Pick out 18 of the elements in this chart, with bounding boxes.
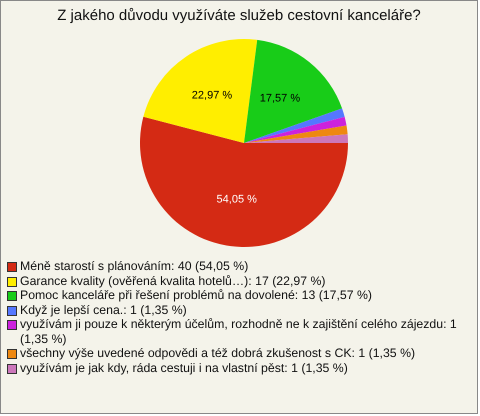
pie-slice (244, 108, 345, 143)
data-label: 54,05 % (216, 194, 258, 206)
data-label: 22,97 % (192, 90, 232, 102)
data-label: 17,57 % (260, 92, 300, 105)
legend-label: využívám je jak kdy, ráda cestuji i na vlastní pěst: 1 (1,35 %) (20, 360, 348, 375)
pie-slice (244, 134, 348, 143)
pie-slice (244, 116, 347, 143)
legend-label: využívám ji pouze k některým účelům, rozhodně ne k zajištění celého zájezdu: 1 (1,35 %) (20, 317, 458, 346)
pie-slice (140, 116, 348, 247)
legend-label: Méně starostí s plánováním: 40 (54,05 %) (20, 259, 248, 274)
pie-slice (244, 40, 342, 143)
legend-label: Pomoc kanceláře při řešení problémů na dovolené: 13 (17,57 %) (20, 288, 372, 302)
legend-label: Když je lepší cena.: 1 (1,35 %) (20, 302, 187, 317)
legend-label: Garance kvality (ověřená kvalita hotelů…): 17 (22,97 %) (20, 274, 326, 288)
pie-slice (244, 125, 348, 143)
pie-slice (143, 39, 258, 143)
legend-label: všechny výše uvedené odpovědi a též dobrá zkušenost s CK: 1 (1,35 %) (20, 346, 416, 360)
chart-title: Z jakého důvodu využíváte služeb cestovní kanceláře? (56, 7, 422, 24)
